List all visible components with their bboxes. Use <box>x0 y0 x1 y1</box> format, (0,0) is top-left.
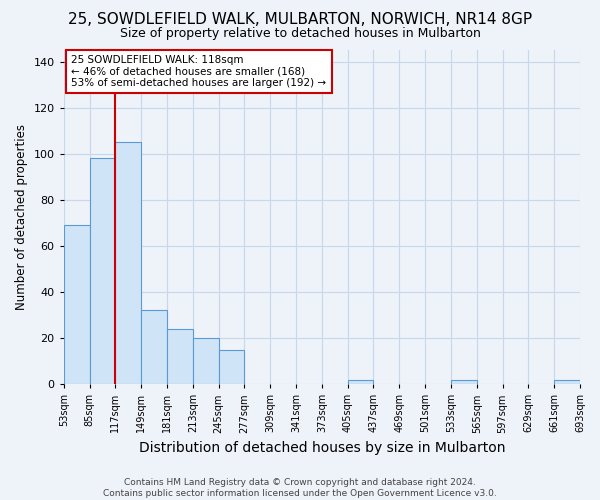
Text: 25, SOWDLEFIELD WALK, MULBARTON, NORWICH, NR14 8GP: 25, SOWDLEFIELD WALK, MULBARTON, NORWICH… <box>68 12 532 28</box>
Bar <box>167 329 193 384</box>
Bar <box>115 142 141 384</box>
Y-axis label: Number of detached properties: Number of detached properties <box>15 124 28 310</box>
Bar <box>554 380 580 384</box>
Bar <box>89 158 115 384</box>
Text: Size of property relative to detached houses in Mulbarton: Size of property relative to detached ho… <box>119 28 481 40</box>
Bar <box>218 350 244 384</box>
Bar <box>451 380 477 384</box>
Bar <box>193 338 218 384</box>
Bar <box>64 225 89 384</box>
Bar <box>141 310 167 384</box>
Text: Contains HM Land Registry data © Crown copyright and database right 2024.
Contai: Contains HM Land Registry data © Crown c… <box>103 478 497 498</box>
X-axis label: Distribution of detached houses by size in Mulbarton: Distribution of detached houses by size … <box>139 441 505 455</box>
Text: 25 SOWDLEFIELD WALK: 118sqm
← 46% of detached houses are smaller (168)
53% of se: 25 SOWDLEFIELD WALK: 118sqm ← 46% of det… <box>71 55 326 88</box>
Bar <box>347 380 373 384</box>
